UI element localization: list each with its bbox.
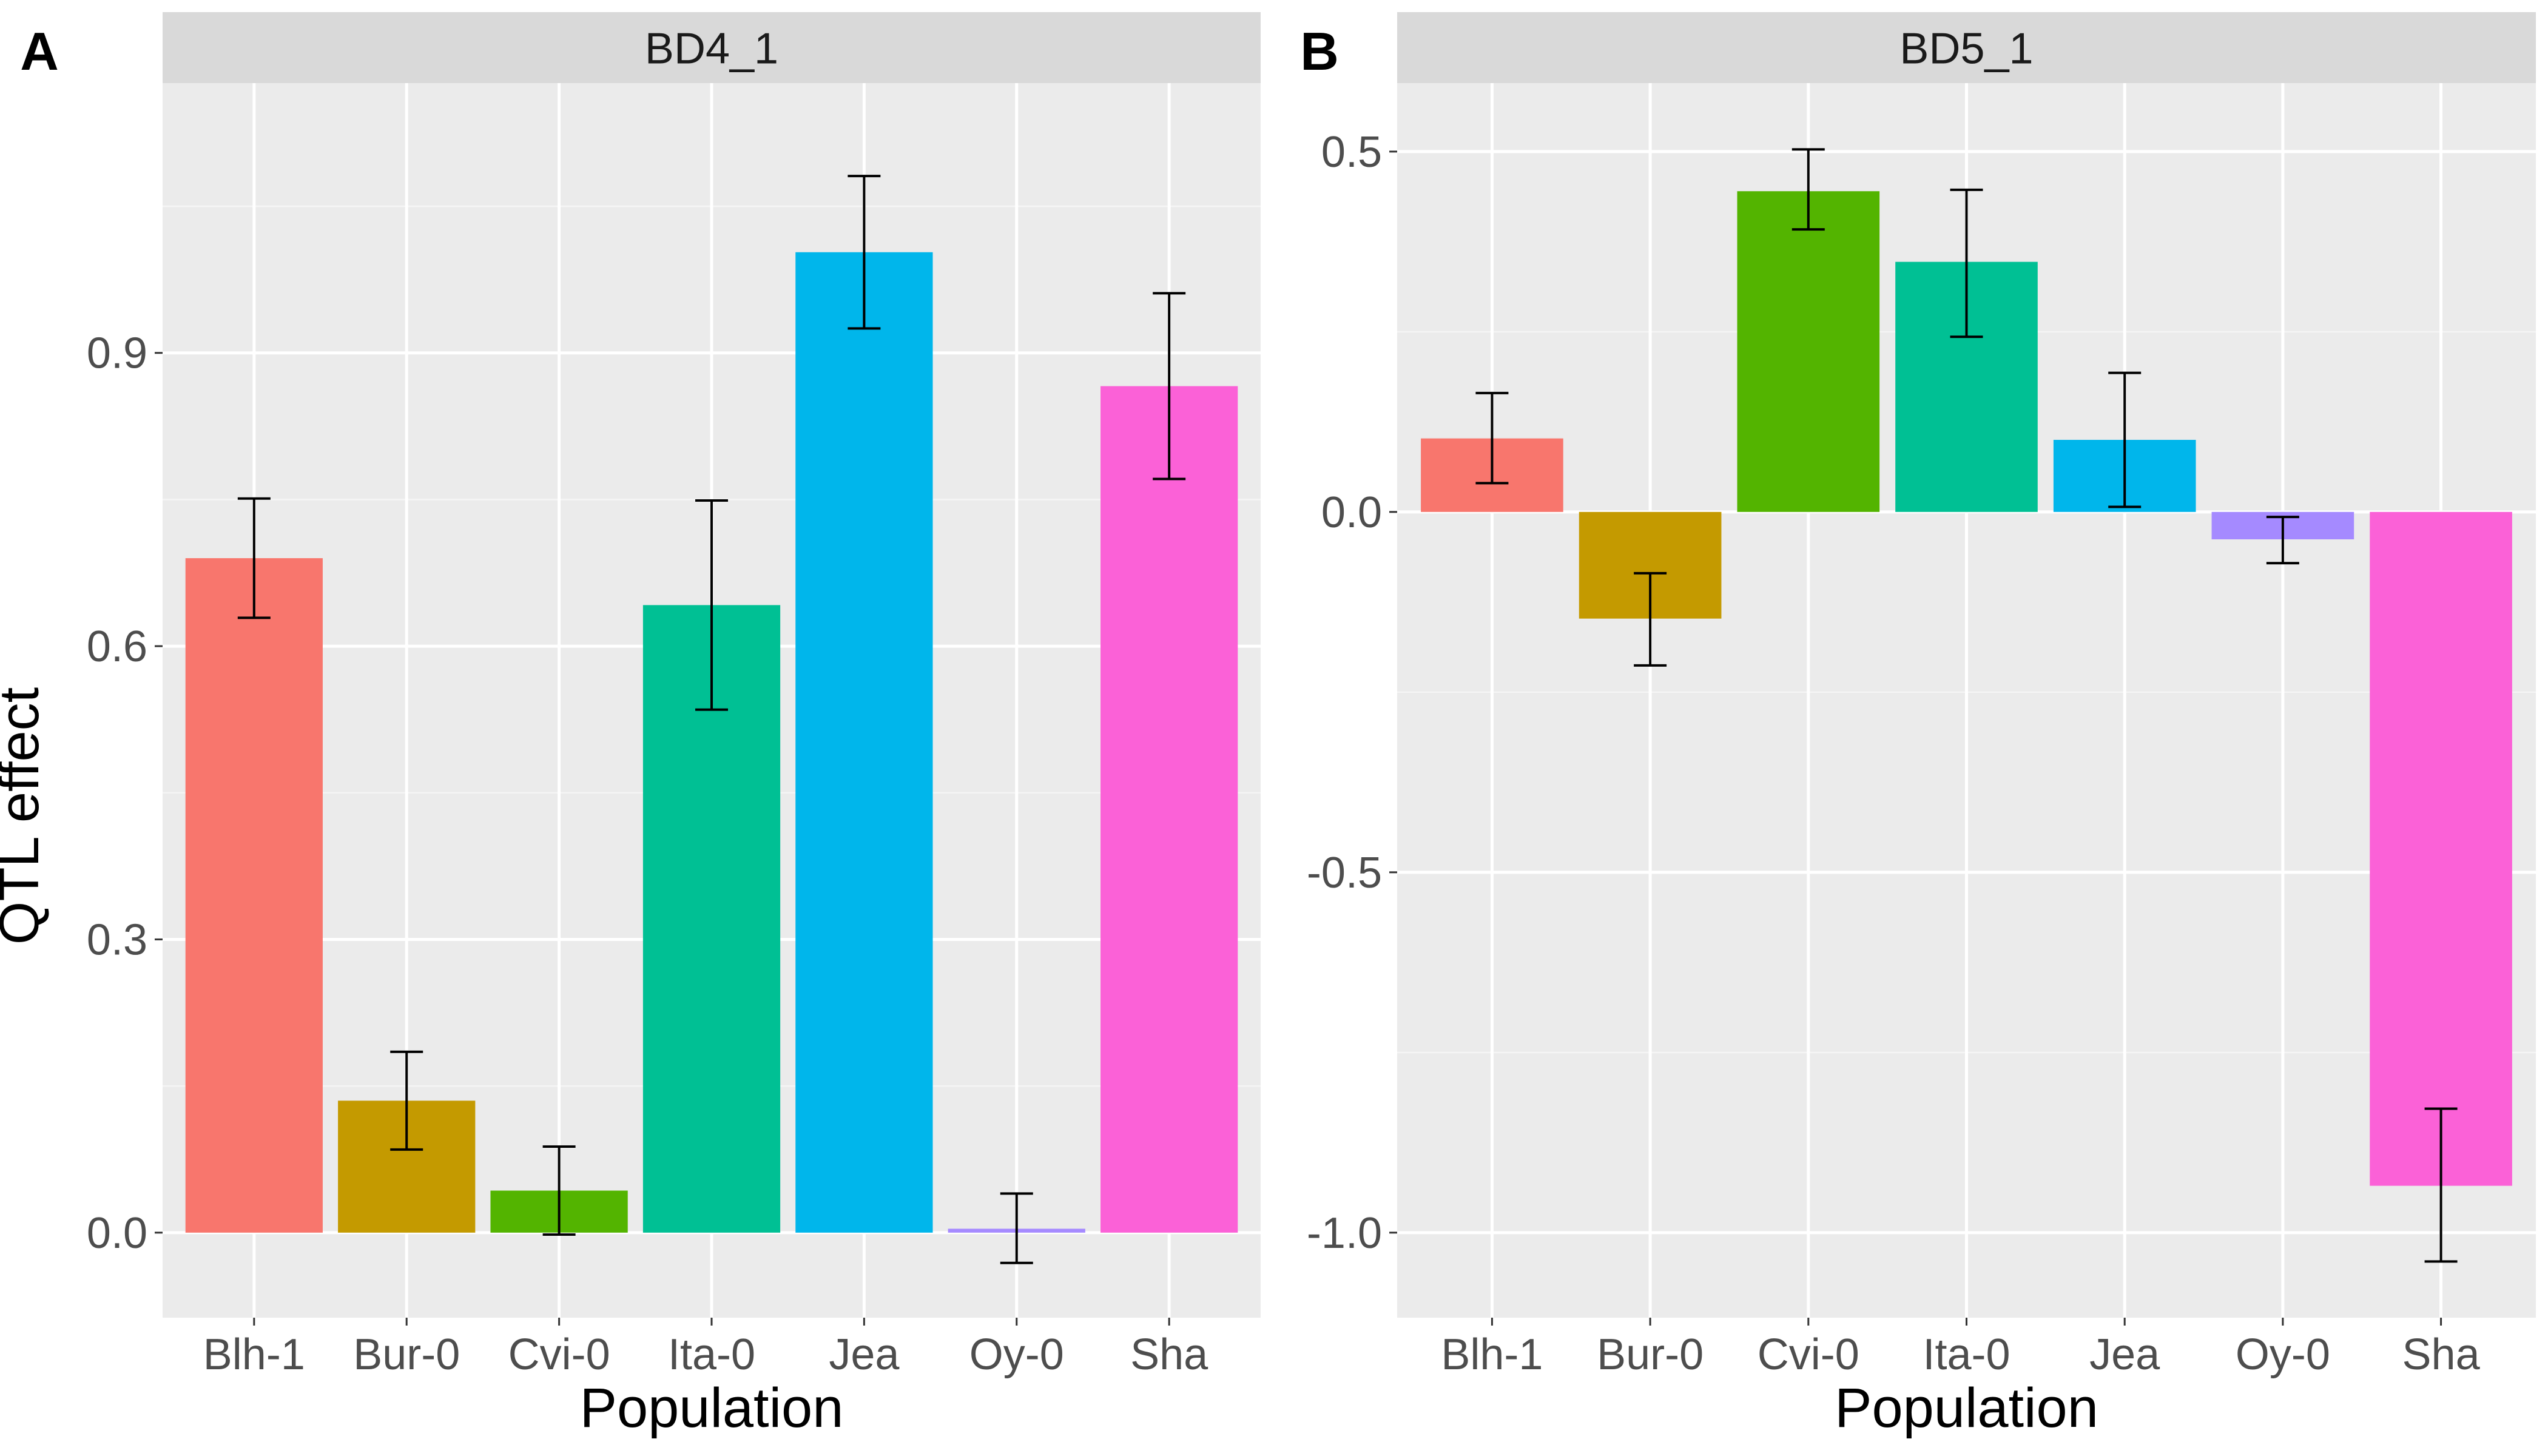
x-axis-title: Population — [1835, 1377, 2098, 1439]
error-bar-cvi-0 — [542, 1145, 576, 1236]
x-tick-label: Ita-0 — [1923, 1330, 2010, 1379]
error-bar-jea — [2108, 371, 2142, 508]
panel-letter: A — [20, 21, 59, 81]
error-bar-cvi-0 — [1791, 148, 1825, 231]
y-axis-title: QTL effect — [0, 687, 50, 945]
x-tick-label: Oy-0 — [969, 1330, 1064, 1379]
error-bar-bur-0 — [1634, 571, 1667, 667]
error-bar-ita-0 — [695, 499, 728, 711]
x-tick-label: Cvi-0 — [508, 1330, 610, 1379]
x-tick-label: Blh-1 — [1441, 1330, 1543, 1379]
x-tick-label: Oy-0 — [2236, 1330, 2330, 1379]
x-tick-label: Sha — [2402, 1330, 2481, 1379]
error-bar-blh-1 — [237, 497, 271, 619]
x-tick-label: Ita-0 — [668, 1330, 755, 1379]
error-bar-sha — [1153, 292, 1186, 480]
y-tick-label: 0.0 — [87, 1209, 147, 1258]
bar-sha — [2370, 511, 2512, 1186]
x-tick-label: Bur-0 — [1597, 1330, 1704, 1379]
error-bar-oy-0 — [1000, 1192, 1033, 1264]
bar-jea — [795, 252, 933, 1233]
bar-cvi-0 — [1737, 191, 1880, 512]
error-bar-blh-1 — [1475, 391, 1509, 485]
x-tick-label: Blh-1 — [203, 1330, 305, 1379]
error-bar-sha — [2424, 1107, 2458, 1263]
y-tick-label: -0.5 — [1307, 849, 1382, 897]
x-tick-label: Cvi-0 — [1758, 1330, 1859, 1379]
panel-letter: B — [1300, 21, 1339, 81]
x-tick-label: Sha — [1130, 1330, 1208, 1379]
error-bar-jea — [848, 175, 881, 330]
y-tick-label: 0.0 — [1321, 488, 1382, 537]
bar-blh-1 — [185, 558, 323, 1233]
x-axis-title: Population — [580, 1377, 844, 1439]
bar-sha — [1100, 386, 1238, 1233]
y-tick-label: -1.0 — [1307, 1209, 1382, 1258]
error-bar-bur-0 — [390, 1050, 423, 1151]
x-tick-label: Bur-0 — [353, 1330, 460, 1379]
panel-a: 0.0 0.3 0.6 0.9 Blh-1 Bur-0 Cvi-0 Ita-0 Jea Oy-0 S… — [20, 12, 1261, 1439]
y-tick-label: 0.3 — [87, 915, 147, 964]
x-tick-label: Jea — [829, 1330, 900, 1379]
error-bar-oy-0 — [2266, 516, 2299, 565]
panel-b: -1.0 -0.5 0.0 0.5 Blh-1 Bur-0 Cvi-0 Ita-0 Jea Oy-… — [1300, 12, 2536, 1439]
x-tick-label: Jea — [2089, 1330, 2160, 1379]
error-bar-ita-0 — [1950, 188, 1983, 339]
facet-title: BD4_1 — [645, 25, 778, 73]
y-tick-label: 0.9 — [87, 329, 147, 378]
y-tick-label: 0.6 — [87, 622, 147, 671]
facet-strip — [163, 12, 1261, 83]
facet-strip — [1397, 12, 2536, 83]
facet-title: BD5_1 — [1899, 25, 2033, 73]
y-tick-label: 0.5 — [1321, 128, 1382, 177]
